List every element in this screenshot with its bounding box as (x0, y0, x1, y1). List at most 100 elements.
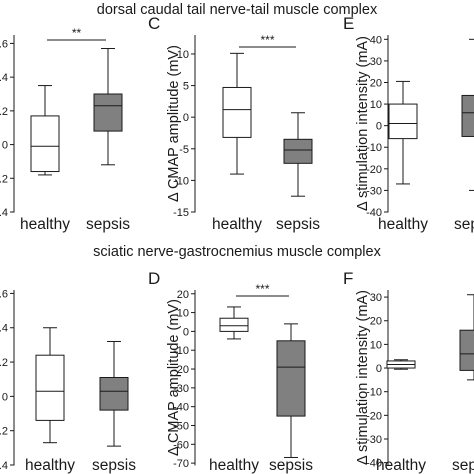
y-tick-label: .2 (0, 173, 8, 185)
box-iqr (222, 86, 252, 138)
y-tick-label: -20 (173, 364, 189, 376)
y-tick-label: 0 (376, 121, 382, 133)
y-tick-label: 10 (370, 99, 382, 111)
panel-letter: F (343, 269, 353, 288)
category-label: sepsis (92, 457, 136, 474)
y-tick-label: .4 (0, 207, 8, 219)
chart-panel-3: -40 -30 -20 -10 0 10 20 30 40Δ stimulation inten… (343, 14, 474, 233)
y-tick-label: .2 (0, 357, 8, 369)
box-iqr (99, 377, 129, 411)
box-iqr (276, 340, 306, 417)
category-label: healthy (212, 216, 262, 233)
category-label: healthy (25, 457, 75, 474)
category-label: healthy (376, 457, 426, 474)
y-tick-label: -70 (173, 458, 189, 470)
box-iqr (388, 103, 418, 140)
y-tick-label: .2 (0, 106, 8, 118)
box-iqr (461, 94, 474, 137)
box-healthy (222, 52, 252, 175)
y-tick-label: .6 (0, 288, 8, 300)
box-sepsis (283, 112, 313, 197)
chart-panel-2: -15 -10 -5 0 5 10Δ CMAP amplitude (mV) Chealth… (148, 14, 320, 233)
box-sepsis (93, 47, 123, 166)
significance-label: *** (255, 282, 269, 296)
category-label: sepsis (269, 457, 313, 474)
y-tick-label: 0 (376, 363, 382, 375)
y-tick-label: .2 (0, 426, 8, 438)
category-label: healthy (209, 457, 259, 474)
panel-letter: E (343, 14, 354, 33)
y-tick-label: -60 (173, 439, 189, 451)
y-tick-label: 10 (370, 339, 382, 351)
box-sepsis (99, 340, 129, 447)
box-healthy (30, 85, 60, 176)
category-label: healthy (20, 216, 70, 233)
box-sepsis (459, 294, 474, 381)
y-tick-label: 40 (370, 34, 382, 46)
category-label: healthy (378, 216, 428, 233)
category-label: sepsis (452, 457, 474, 474)
y-tick-label: -50 (173, 420, 189, 432)
category-label: sepsis (86, 216, 130, 233)
box-iqr (30, 115, 60, 173)
y-tick-label: 0 (183, 112, 189, 124)
y-tick-label: 30 (370, 56, 382, 68)
y-tick-label: -10 (173, 175, 189, 187)
panel-letter: C (148, 14, 160, 33)
y-axis-title: Δ CMAP amplitude (mV) (166, 299, 182, 456)
y-tick-label: 20 (177, 289, 189, 301)
y-tick-label: .4 (0, 460, 8, 472)
y-tick-label: -5 (179, 144, 189, 156)
box-iqr (283, 138, 313, 164)
chart-panel-6: -40 -30 -20 -10 0 10 20 30Δ stimulation intensi… (343, 269, 474, 474)
y-tick-label: .4 (0, 323, 8, 335)
box-healthy (388, 80, 418, 185)
y-axis-title: Δ CMAP amplitude (mV) (166, 45, 182, 202)
y-tick-label: 5 (183, 81, 189, 93)
significance-label: ** (72, 26, 82, 40)
category-label: sepsis (454, 216, 474, 233)
section-title-bottom: sciatic nerve-gastrocnemius muscle compl… (93, 244, 381, 260)
y-tick-label: -20 (366, 410, 382, 422)
chart-panel-1: .4 .2 0 .2 .4 .6 healthy sepsis ** (0, 26, 130, 233)
box-sepsis (276, 323, 306, 458)
y-tick-label: -20 (366, 164, 382, 176)
panel-letter: D (148, 269, 160, 288)
y-tick-label: 20 (370, 77, 382, 89)
box-healthy (35, 327, 65, 444)
y-axis-title: Δ stimulation intensity (mA) (355, 290, 371, 465)
y-tick-label: -10 (173, 345, 189, 357)
box-iqr (93, 93, 123, 132)
y-tick-label: 30 (370, 292, 382, 304)
box-iqr (35, 354, 65, 421)
y-tick-label: 20 (370, 316, 382, 328)
category-label: sepsis (276, 216, 320, 233)
box-sepsis (461, 38, 474, 191)
box-iqr (219, 317, 249, 332)
y-tick-label: 10 (177, 49, 189, 61)
chart-panel-4: .4 .2 0 .2 .4 .6 healthy sepsis (0, 288, 136, 474)
y-tick-label: -10 (366, 142, 382, 154)
box-healthy (219, 306, 249, 340)
y-tick-label: .6 (0, 38, 8, 50)
y-tick-label: -15 (173, 207, 189, 219)
y-tick-label: -30 (173, 383, 189, 395)
y-tick-label: -40 (366, 207, 382, 219)
y-tick-label: 10 (177, 308, 189, 320)
y-tick-label: -30 (366, 434, 382, 446)
y-tick-label: 0 (183, 326, 189, 338)
y-tick-label: 0 (2, 391, 8, 403)
y-tick-label: .4 (0, 72, 8, 84)
section-title-top: dorsal caudal tail nerve-tail muscle com… (97, 2, 378, 18)
significance-label: *** (260, 33, 274, 47)
y-tick-label: -10 (366, 387, 382, 399)
y-tick-label: -30 (366, 185, 382, 197)
y-tick-label: -40 (173, 402, 189, 414)
box-iqr (459, 329, 474, 371)
y-tick-label: -40 (366, 458, 382, 470)
chart-panel-5: -70 -60 -50 -40 -30 -20 -10 0 10 20Δ CMAP amplitu… (148, 269, 313, 474)
y-axis-title: Δ stimulation intensity (mA) (355, 36, 371, 211)
y-tick-label: 0 (2, 140, 8, 152)
box-healthy (386, 359, 416, 370)
